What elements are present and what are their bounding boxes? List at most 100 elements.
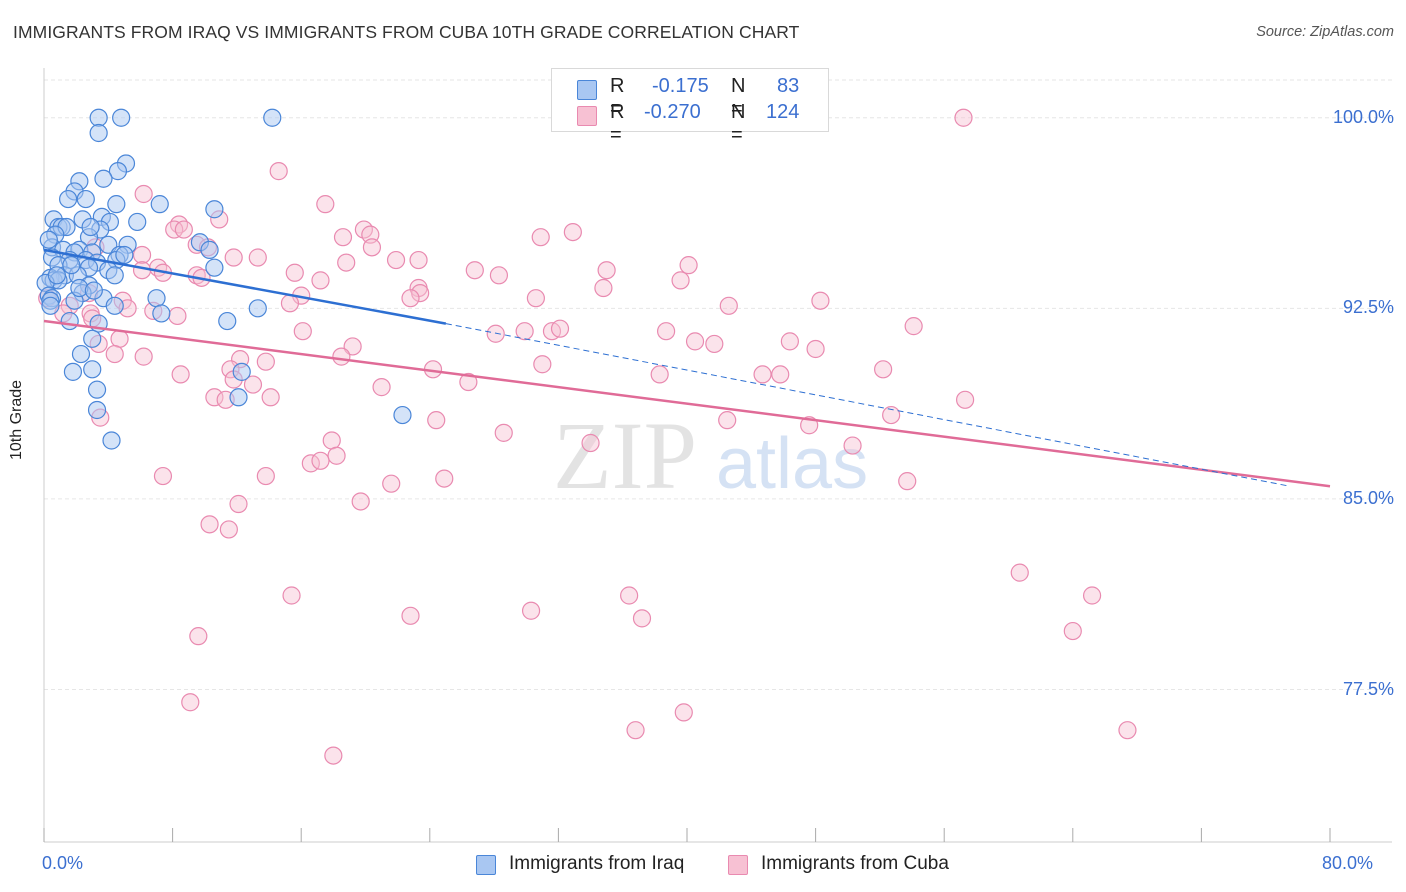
cuba-r-value: -0.270 [644, 101, 701, 123]
iraq-point [112, 108, 131, 127]
iraq-point [83, 329, 102, 348]
iraq-point [393, 405, 412, 425]
iraq-point [263, 108, 282, 127]
cuba-point [674, 703, 693, 722]
cuba-point [409, 250, 428, 270]
iraq-point [60, 311, 79, 331]
x-tick-label-min: 0.0% [42, 853, 84, 873]
iraq-point [39, 230, 58, 249]
cuba-point [382, 474, 401, 493]
iraq-point [94, 169, 113, 188]
cuba-point [134, 347, 153, 366]
cuba-point [324, 746, 343, 765]
cuba-point [904, 317, 923, 336]
iraq-point [89, 108, 108, 127]
iraq-point [83, 360, 102, 379]
legend-cuba-swatch-icon [728, 855, 748, 875]
iraq-n-label: N = [731, 75, 746, 120]
iraq-point [47, 266, 66, 285]
iraq-point [232, 362, 251, 381]
cuba-point [1010, 563, 1029, 582]
cuba-point [311, 271, 330, 290]
y-tick-label: 85.0% [1342, 487, 1394, 508]
cuba-point [132, 245, 152, 265]
watermark: ZIP atlas [553, 402, 868, 509]
iraq-point [229, 388, 248, 407]
cuba-point [718, 411, 737, 430]
iraq-point [71, 344, 91, 364]
cuba-point [594, 278, 613, 298]
cuba-point [719, 296, 738, 315]
cuba-point [526, 289, 545, 308]
cuba-point [256, 466, 275, 486]
cuba-point [685, 332, 705, 351]
legend-cuba-label: Immigrants from Cuba [761, 853, 949, 874]
cuba-point [168, 306, 187, 326]
cuba-point [229, 494, 248, 514]
iraq-point [41, 296, 60, 315]
chart-title: IMMIGRANTS FROM IRAQ VS IMMIGRANTS FROM … [13, 22, 800, 42]
cuba-point [165, 220, 184, 239]
cuba-point [679, 256, 698, 275]
iraq-point [152, 304, 171, 323]
cuba-point [311, 451, 330, 470]
iraq-point [115, 245, 134, 265]
iraq-point [99, 235, 118, 254]
watermark-zip: ZIP [553, 402, 697, 509]
cuba-point [1118, 721, 1137, 740]
cuba-point [285, 263, 304, 282]
iraq-trend-line [43, 248, 447, 325]
iraq-point [87, 400, 107, 420]
cuba-point [494, 423, 513, 442]
source-credit: Source: ZipAtlas.com [1256, 24, 1394, 40]
cuba-point [316, 195, 335, 214]
cuba-point [171, 365, 190, 384]
cuba-point [620, 586, 639, 605]
cuba-n-value: 124 [766, 101, 800, 123]
cuba-swatch-icon [577, 106, 597, 126]
iraq-point [200, 240, 219, 259]
cuba-point [671, 271, 690, 290]
cuba-point [650, 365, 669, 384]
y-tick-label: 100.0% [1332, 106, 1394, 127]
trend-lines [43, 248, 1331, 488]
iraq-point [205, 258, 224, 277]
cuba-point [843, 436, 862, 455]
cuba-point [332, 347, 351, 366]
cuba-point [293, 322, 312, 341]
axes [43, 68, 1392, 843]
y-tick-label: 77.5% [1342, 678, 1394, 699]
iraq-n-value: 83 [777, 75, 800, 97]
cuba-point [427, 411, 446, 430]
watermark-atlas: atlas [716, 424, 868, 504]
cuba-point [248, 248, 267, 267]
cuba-point [200, 515, 219, 534]
cuba-point [955, 390, 975, 409]
cuba-point [337, 253, 356, 272]
cuba-point [1063, 621, 1082, 641]
iraq-point [147, 289, 166, 308]
legend-iraq-swatch-icon [476, 855, 496, 875]
cuba-point [282, 586, 301, 605]
cuba-point [343, 337, 362, 356]
iraq-point [107, 195, 126, 214]
iraq-point [84, 281, 103, 300]
cuba-point [153, 466, 173, 486]
cuba-point [322, 431, 341, 450]
cuba-point [626, 721, 645, 740]
iraq-point [128, 212, 147, 232]
cuba-point [327, 446, 346, 465]
iraq-point [105, 266, 124, 285]
cuba-points [38, 108, 1137, 765]
cuba-point [533, 355, 552, 374]
cuba-point [333, 228, 353, 247]
iraq-r-value: -0.175 [652, 75, 709, 97]
iraq-point [205, 200, 224, 219]
iraq-point [63, 362, 83, 381]
cuba-point [362, 238, 382, 257]
cuba-point [489, 266, 509, 285]
iraq-point [76, 189, 95, 209]
cuba-point [531, 228, 550, 247]
x-tick-label-max: 80.0% [1322, 853, 1374, 873]
